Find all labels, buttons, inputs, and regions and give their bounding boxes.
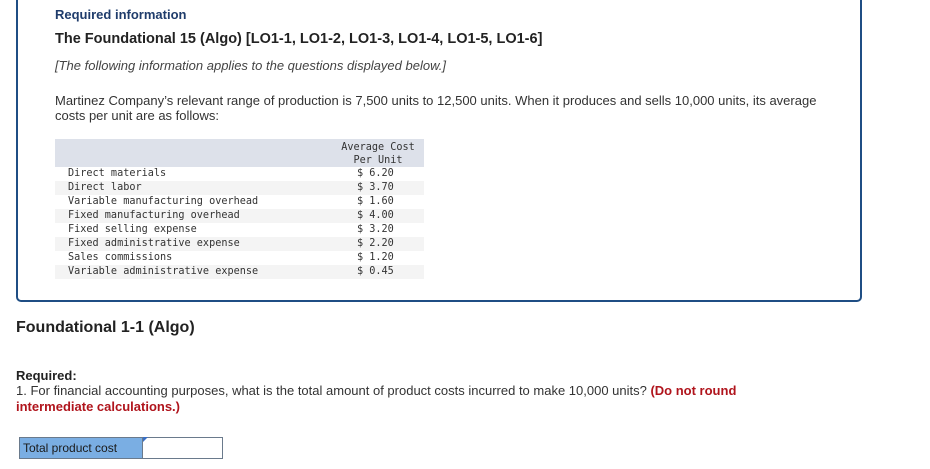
answer-row: Total product cost — [19, 437, 223, 459]
table-header-row: Average Cost Per Unit — [55, 139, 424, 167]
average-cost-table: Average Cost Per Unit Direct materials $… — [55, 139, 424, 279]
cost-label: Fixed selling expense — [68, 224, 197, 235]
cost-label: Fixed manufacturing overhead — [55, 209, 332, 223]
cost-label: Sales commissions — [68, 252, 173, 263]
table-row: Direct materials $ 6.20 — [55, 167, 424, 181]
table-row: Fixed selling expense $ 3.20 — [55, 223, 424, 237]
question-body: 1. For financial accounting purposes, wh… — [16, 383, 651, 398]
table-row: Direct labor $ 3.70 — [55, 181, 424, 195]
required-label: Required: — [16, 368, 77, 383]
cost-label: Direct labor — [55, 181, 332, 195]
input-flag-icon — [143, 437, 148, 442]
table-header-average-cost: Average Cost Per Unit — [332, 139, 424, 167]
cost-value: $ 0.45 — [332, 265, 424, 279]
table-row: Fixed administrative expense $ 2.20 — [55, 237, 424, 251]
header-line-2: Per Unit — [353, 154, 403, 166]
section-heading: Foundational 1-1 (Algo) — [16, 319, 195, 336]
table-row: Variable administrative expense $ 0.45 — [55, 265, 424, 279]
question-text: 1. For financial accounting purposes, wh… — [16, 383, 816, 415]
intro-paragraph: Martinez Company’s relevant range of pro… — [55, 93, 817, 123]
header-line-1: Average Cost — [341, 141, 415, 153]
cost-label: Variable manufacturing overhead — [68, 196, 259, 207]
cost-label: Direct materials — [68, 168, 167, 179]
total-product-cost-input[interactable] — [143, 437, 223, 459]
cost-value: $ 4.00 — [332, 209, 424, 223]
applies-note: [The following information applies to th… — [55, 58, 446, 73]
cost-value: $ 3.20 — [357, 224, 394, 235]
total-product-cost-label: Total product cost — [19, 437, 143, 459]
problem-title: The Foundational 15 (Algo) [LO1-1, LO1-2… — [55, 31, 543, 47]
table-row: Sales commissions $ 1.20 — [55, 251, 424, 265]
required-information-card — [16, 0, 862, 302]
cost-value: $ 2.20 — [332, 237, 424, 251]
table-row: Variable manufacturing overhead $ 1.60 — [55, 195, 424, 209]
cost-value: $ 1.20 — [357, 252, 394, 263]
table-header-blank — [55, 139, 332, 167]
cost-value: $ 1.60 — [357, 196, 394, 207]
cost-value: $ 6.20 — [357, 168, 394, 179]
table-row: Fixed manufacturing overhead $ 4.00 — [55, 209, 424, 223]
required-information-label: Required information — [55, 7, 187, 22]
rounding-instruction: (Do not round intermediate calculations.… — [16, 383, 737, 414]
cost-value: $ 3.70 — [332, 181, 424, 195]
cost-label: Variable administrative expense — [55, 265, 332, 279]
cost-label: Fixed administrative expense — [55, 237, 332, 251]
